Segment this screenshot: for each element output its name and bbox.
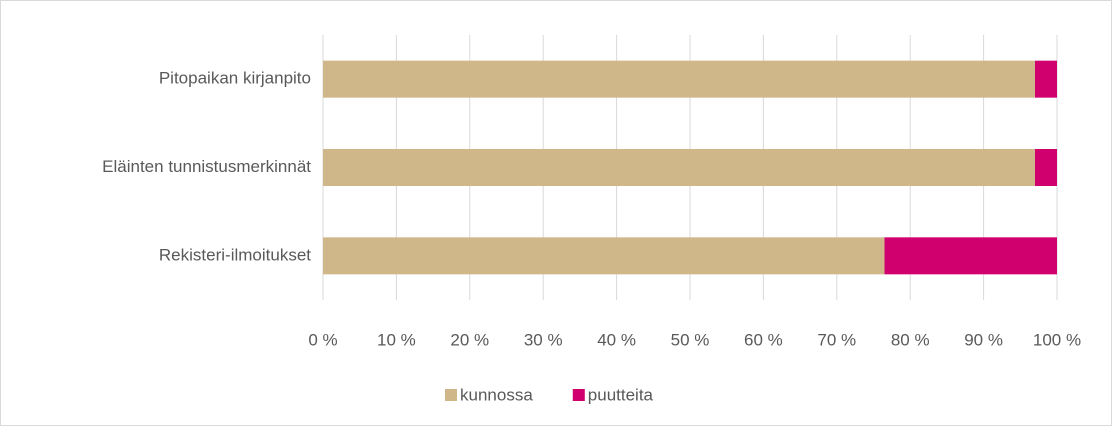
bar-segment (323, 237, 885, 275)
x-tick-label: 50 % (671, 330, 710, 349)
x-tick-label: 40 % (597, 330, 636, 349)
x-tick-label: 100 % (1033, 330, 1081, 349)
y-tick-label: Eläinten tunnistusmerkinnät (102, 157, 311, 176)
x-tick-label: 0 % (308, 330, 337, 349)
x-tick-label: 80 % (891, 330, 930, 349)
x-tick-label: 10 % (377, 330, 416, 349)
y-tick-label: Pitopaikan kirjanpito (159, 69, 311, 88)
x-tick-label: 20 % (450, 330, 489, 349)
bar-segment (323, 149, 1035, 186)
legend-label: kunnossa (460, 385, 533, 404)
x-tick-label: 70 % (817, 330, 856, 349)
bar-segment (323, 60, 1035, 98)
x-tick-label: 60 % (744, 330, 783, 349)
legend-label: puutteita (588, 385, 654, 404)
bar-segment (1034, 60, 1057, 98)
bar-segment (884, 237, 1057, 275)
x-tick-label: 30 % (524, 330, 563, 349)
x-tick-label: 90 % (964, 330, 1003, 349)
legend-swatch (445, 389, 457, 401)
y-tick-label: Rekisteri-ilmoitukset (159, 245, 311, 264)
bar-segment (1034, 149, 1057, 186)
legend-swatch (572, 389, 585, 401)
